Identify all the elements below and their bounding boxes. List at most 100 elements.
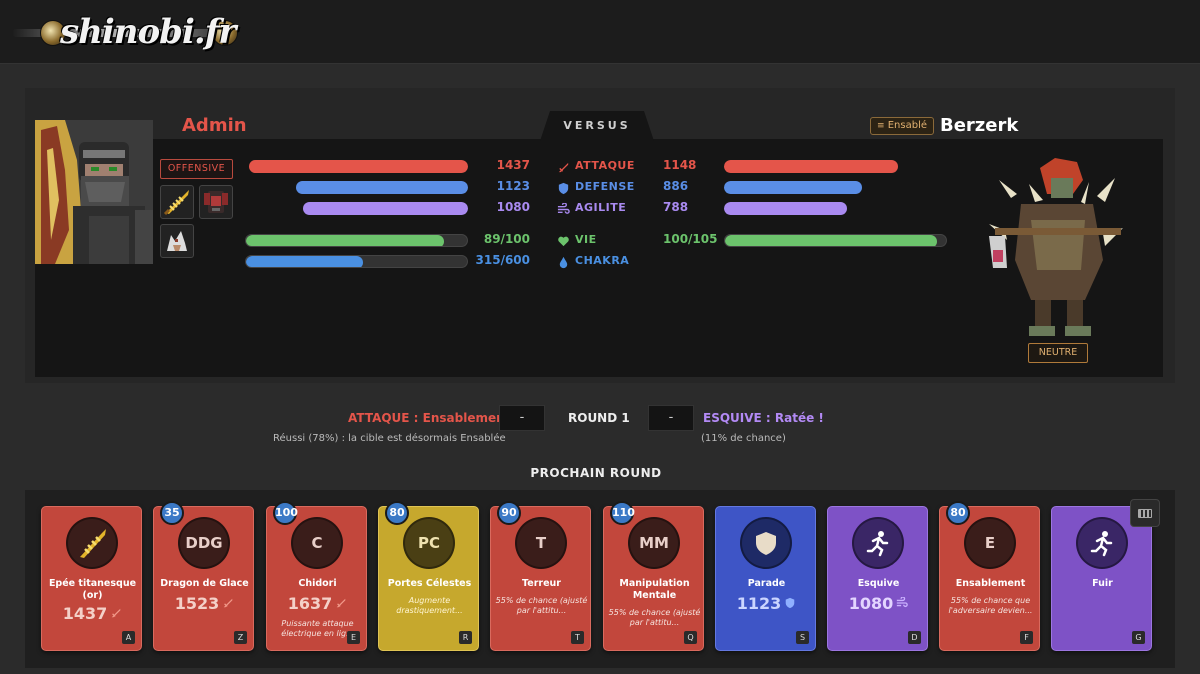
golden-sword-icon: [80, 529, 106, 558]
action-title: Ensablement: [955, 578, 1026, 589]
fox-summon-icon: [167, 231, 187, 251]
sand-status-label: Ensablé: [887, 120, 928, 131]
versus-tab: VERSUS: [540, 111, 654, 141]
opponent-stat-fill: [725, 235, 937, 246]
next-round-heading: PROCHAIN ROUND: [530, 466, 662, 480]
action-card-fuir[interactable]: Fuir G: [1051, 506, 1152, 651]
action-card-parade[interactable]: Parade 1123 S: [715, 506, 816, 651]
action-description: Augmente drastiquement...: [396, 596, 463, 615]
stat-label: CHAKRA: [575, 254, 630, 267]
opponent-stat-value: 788: [663, 200, 689, 214]
player-name: Admin: [182, 115, 247, 136]
action-power: 1637: [267, 594, 368, 613]
shortcut-key: D: [908, 631, 921, 644]
logo-disc-left: [40, 20, 66, 46]
shortcut-key: E: [347, 631, 360, 644]
equip-slot-armor[interactable]: [199, 185, 233, 219]
armor-icon: [204, 191, 228, 213]
action-title: Esquive: [857, 578, 900, 589]
stat-label: AGILITE: [575, 201, 627, 214]
stat-label: DEFENSE: [575, 180, 635, 193]
action-card-portes-celestes[interactable]: PC Portes Célestes Augmente drastiquement.…: [378, 506, 479, 651]
action-power: 1523: [154, 594, 255, 613]
action-card-dragon-de-glace[interactable]: DDG Dragon de Glace 1523 Z: [153, 506, 254, 651]
player-stat-fill: [249, 160, 468, 173]
attack-note: Réussi (78%) : la cible est désormais En…: [273, 433, 506, 444]
action-title: Fuir: [1092, 578, 1113, 589]
equip-slot-weapon[interactable]: [160, 185, 194, 219]
chakra-cost-badge: 100: [273, 501, 298, 525]
keyboard-shortcuts-button[interactable]: [1130, 499, 1160, 527]
action-card-esquive[interactable]: Esquive 1080 D: [827, 506, 928, 651]
action-title: Manipulation Mentale: [619, 578, 690, 601]
top-bar: shinobi.fr: [0, 0, 1200, 64]
action-title: Parade: [747, 578, 786, 589]
player-portrait: [35, 120, 153, 264]
action-title: Portes Célestes: [387, 578, 472, 589]
opponent-stat-fill: [724, 181, 862, 194]
logo-text: shinobi.fr: [60, 12, 236, 52]
player-stat-bar: [245, 255, 468, 268]
shield-icon: [756, 532, 776, 555]
opponent-portrait: [985, 150, 1130, 340]
action-icon-circle: [740, 517, 792, 569]
action-title: Chidori: [298, 578, 337, 589]
action-card-manipulation-mentale[interactable]: MM Manipulation Mentale 55% de chance (aju…: [603, 506, 704, 651]
site-logo[interactable]: shinobi.fr: [12, 8, 242, 56]
sword-icon: [557, 159, 570, 178]
action-card-chidori[interactable]: C Chidori 1637 Puissante attaque électrique…: [266, 506, 367, 651]
action-power: 1437: [42, 604, 143, 623]
opponent-stat-value: 886: [663, 179, 689, 193]
sword-icon: [335, 598, 347, 612]
sand-status-icon: ≡: [877, 121, 885, 131]
chakra-cost-badge: 90: [497, 501, 521, 525]
round-label: ROUND 1: [568, 411, 630, 425]
action-description: 55% de chance (ajusté par l'attitu...: [495, 596, 588, 615]
attack-result: ATTAQUE : Ensablement II: [348, 411, 524, 425]
shortcut-key: G: [1132, 631, 1145, 644]
sword-icon: [222, 598, 234, 612]
wind-icon: [557, 201, 570, 220]
action-power-value: 1437: [62, 604, 108, 623]
player-stat-bar: [245, 202, 468, 215]
opponent-stat-bar: [724, 202, 947, 215]
player-stat-bar: [245, 160, 468, 173]
player-stat-fill: [303, 202, 468, 215]
player-stance-badge: OFFENSIVE: [160, 159, 233, 179]
action-card-ensablement[interactable]: E Ensablement 55% de chance que l'adversai…: [939, 506, 1040, 651]
opponent-stance-badge: NEUTRE: [1028, 343, 1088, 363]
wind-icon: [896, 596, 909, 612]
action-card-epee-titanesque-or[interactable]: Epée titanesque (or) 1437 A: [41, 506, 142, 651]
shortcut-key: Q: [684, 631, 697, 644]
action-description: 55% de chance que l'adversaire devien...: [948, 596, 1033, 615]
shortcut-key: S: [796, 631, 809, 644]
action-icon-circle: T: [515, 517, 567, 569]
ninja-avatar-icon: [35, 120, 153, 264]
action-icon-circle: DDG: [178, 517, 230, 569]
player-stat-fill: [246, 235, 444, 246]
dodge-result: ESQUIVE : Ratée !: [703, 411, 824, 425]
action-icon-circle: PC: [403, 517, 455, 569]
opponent-stat-bar: [724, 234, 947, 247]
action-title: Terreur: [522, 578, 561, 589]
chakra-cost-badge: 80: [946, 501, 970, 525]
running-man-icon: [1090, 531, 1113, 557]
dodge-value-box: -: [648, 405, 694, 431]
player-stat-bar: [245, 181, 468, 194]
action-power-value: 1523: [174, 594, 220, 613]
player-stat-value: 1123: [496, 179, 530, 193]
sword-icon: [110, 608, 122, 622]
action-power-value: 1123: [736, 594, 782, 613]
opponent-stat-fill: [724, 160, 898, 173]
action-icon-circle: [852, 517, 904, 569]
action-power: 1080: [828, 594, 929, 613]
chakra-cost-badge: 110: [610, 501, 635, 525]
action-title: Dragon de Glace: [160, 578, 249, 589]
action-card-terreur[interactable]: T Terreur 55% de chance (ajusté par l'atti…: [490, 506, 591, 651]
action-description: 55% de chance (ajusté par l'attitu...: [608, 608, 701, 627]
stat-label: ATTAQUE: [575, 159, 635, 172]
shortcut-key: F: [1020, 631, 1033, 644]
drop-icon: [557, 254, 570, 273]
keyboard-icon: [1138, 509, 1152, 518]
equip-slot-pet[interactable]: [160, 224, 194, 258]
